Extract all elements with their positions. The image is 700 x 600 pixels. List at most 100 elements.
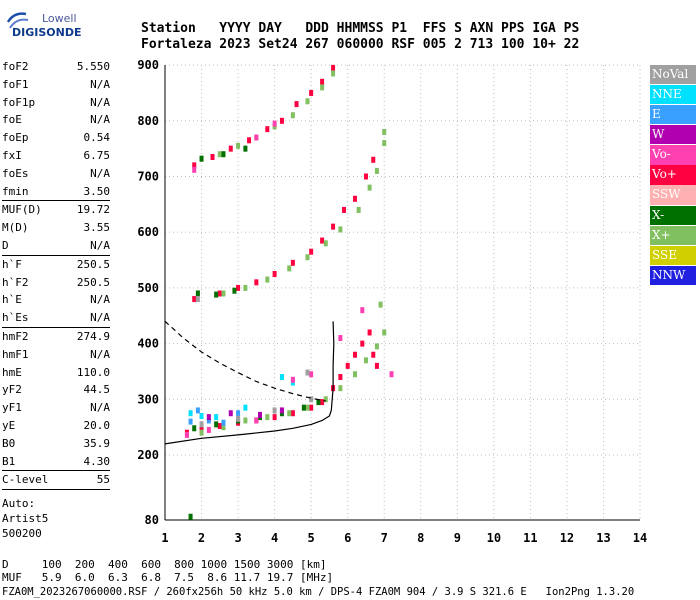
param-row: hmF2 274.9 (2, 328, 110, 346)
param-value: 6.75 (83, 148, 111, 162)
param-row: fxI 6.75 (2, 147, 110, 165)
data-point (254, 134, 259, 141)
param-label: B0 (2, 436, 16, 450)
legend-item: NNE (650, 85, 696, 105)
data-point (320, 78, 325, 85)
data-point (232, 287, 237, 294)
param-row: yE 20.0 (2, 417, 110, 435)
data-point (192, 296, 197, 303)
legend: NoVal NNE E W Vo- Vo+ SSW X- X+ SSE NNW (650, 65, 696, 286)
data-point (236, 415, 241, 422)
param-label: h`F2 (2, 275, 29, 289)
data-point (331, 70, 336, 77)
distance-row: D 100 200 400 600 800 1000 1500 3000 [km… (2, 558, 327, 571)
param-value: 3.55 (83, 221, 111, 235)
data-point (378, 301, 383, 308)
muf-row: MUF 5.9 6.0 6.3 6.8 7.5 8.6 11.7 19.7 [M… (2, 571, 334, 584)
data-point (353, 195, 357, 202)
data-point (323, 396, 328, 403)
param-value: N/A (90, 238, 110, 252)
param-row: hmF1 N/A (2, 346, 110, 364)
data-point (342, 206, 347, 213)
profile-solid-trace (164, 321, 335, 445)
param-group-frequencies: foF2 5.550 foF1 N/A foF1p N/A foE N/A foEp 0.54 fx… (2, 58, 110, 200)
param-group-confidence: C-level 55 (2, 471, 110, 489)
param-value: N/A (90, 77, 110, 91)
param-value: 19.72 (76, 203, 110, 217)
legend-item: NNW (650, 265, 696, 285)
data-point (258, 411, 262, 418)
param-row: h`F 250.5 (2, 256, 110, 274)
param-row: D N/A (2, 237, 110, 255)
data-point (214, 414, 219, 421)
data-point (236, 284, 241, 291)
data-point (221, 290, 226, 297)
param-label: yF2 (2, 383, 22, 397)
data-point (265, 276, 270, 283)
data-point (338, 385, 343, 392)
y-tick-label: 700 (137, 170, 159, 184)
param-row: h`Es N/A (2, 309, 110, 327)
param-row: B0 35.9 (2, 435, 110, 453)
data-point (265, 414, 270, 421)
data-point (309, 371, 314, 378)
param-label: fxI (2, 148, 22, 162)
param-value: 250.5 (76, 275, 110, 289)
data-point (243, 145, 248, 152)
data-point (265, 126, 270, 133)
param-value: N/A (90, 293, 110, 307)
param-value: N/A (90, 401, 110, 415)
auto-line: Artist5 (2, 512, 49, 526)
param-row: h`F2 250.5 (2, 274, 110, 292)
data-point (206, 417, 211, 424)
data-point (363, 357, 368, 364)
data-point (320, 399, 325, 406)
y-tick-label: 600 (137, 225, 159, 239)
data-point (221, 424, 226, 431)
param-label: hmE (2, 365, 22, 379)
param-row: M(D) 3.55 (2, 219, 110, 237)
data-point (305, 254, 310, 261)
data-point (320, 84, 325, 91)
param-label: foE (2, 113, 22, 127)
logo-swirl-icon (6, 12, 29, 29)
param-label: h`E (2, 293, 22, 307)
data-point (192, 166, 197, 173)
data-point (287, 265, 292, 272)
param-row: foEs N/A (2, 165, 110, 183)
param-label: foF1p (2, 95, 36, 109)
param-value: N/A (90, 95, 110, 109)
data-point (382, 329, 387, 336)
data-point (279, 407, 284, 414)
param-row: foF2 5.550 (2, 58, 110, 76)
legend-item: SSW (650, 185, 696, 205)
data-point (188, 410, 193, 417)
profile-dashed-trace (164, 320, 326, 402)
data-point (331, 223, 336, 230)
data-point (309, 248, 314, 255)
data-point (382, 128, 387, 135)
param-label: h`F (2, 257, 22, 271)
data-point (371, 351, 376, 358)
data-point (331, 64, 336, 71)
param-value: N/A (90, 311, 110, 325)
param-label: foF2 (2, 60, 29, 73)
data-point (199, 429, 204, 436)
data-point (305, 98, 310, 105)
data-point (360, 340, 365, 347)
data-point (217, 290, 222, 297)
auto-line: 500200 (2, 527, 42, 541)
x-tick-label: 4 (271, 531, 278, 545)
y-tick-label: 900 (137, 58, 159, 72)
data-point (199, 413, 204, 420)
x-tick-label: 11 (523, 531, 537, 545)
param-label: foF1 (2, 77, 29, 91)
param-value: 274.9 (76, 329, 110, 343)
data-point (214, 291, 219, 298)
data-point (217, 423, 222, 430)
param-value: 44.5 (83, 383, 111, 397)
data-point (316, 399, 321, 406)
param-row: foF1 N/A (2, 76, 110, 94)
data-point (272, 407, 277, 414)
